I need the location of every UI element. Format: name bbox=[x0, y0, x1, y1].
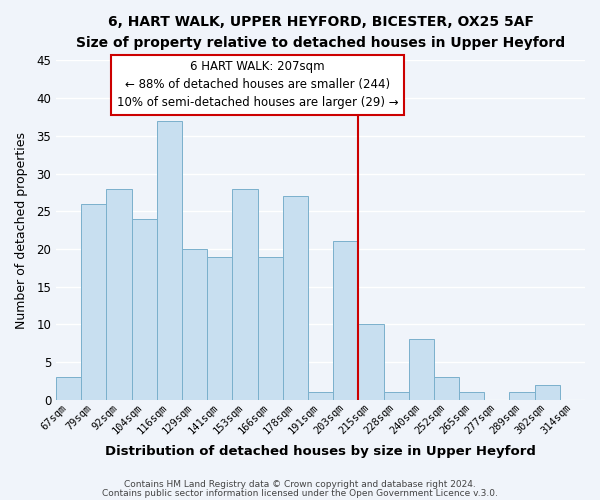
Text: 6 HART WALK: 207sqm
← 88% of detached houses are smaller (244)
10% of semi-detac: 6 HART WALK: 207sqm ← 88% of detached ho… bbox=[117, 60, 398, 110]
Bar bbox=[232, 188, 257, 400]
Bar bbox=[358, 324, 383, 400]
Text: Contains public sector information licensed under the Open Government Licence v.: Contains public sector information licen… bbox=[102, 488, 498, 498]
Bar bbox=[308, 392, 333, 400]
Bar bbox=[182, 249, 207, 400]
Bar bbox=[333, 242, 358, 400]
Bar bbox=[459, 392, 484, 400]
X-axis label: Distribution of detached houses by size in Upper Heyford: Distribution of detached houses by size … bbox=[105, 444, 536, 458]
Bar bbox=[106, 188, 131, 400]
Bar bbox=[207, 256, 232, 400]
Bar bbox=[383, 392, 409, 400]
Bar bbox=[131, 219, 157, 400]
Y-axis label: Number of detached properties: Number of detached properties bbox=[15, 132, 28, 328]
Bar bbox=[81, 204, 106, 400]
Bar bbox=[535, 384, 560, 400]
Bar bbox=[509, 392, 535, 400]
Bar bbox=[434, 377, 459, 400]
Text: Contains HM Land Registry data © Crown copyright and database right 2024.: Contains HM Land Registry data © Crown c… bbox=[124, 480, 476, 489]
Bar bbox=[157, 121, 182, 400]
Bar bbox=[56, 377, 81, 400]
Bar bbox=[409, 340, 434, 400]
Bar bbox=[283, 196, 308, 400]
Title: 6, HART WALK, UPPER HEYFORD, BICESTER, OX25 5AF
Size of property relative to det: 6, HART WALK, UPPER HEYFORD, BICESTER, O… bbox=[76, 15, 565, 50]
Bar bbox=[257, 256, 283, 400]
